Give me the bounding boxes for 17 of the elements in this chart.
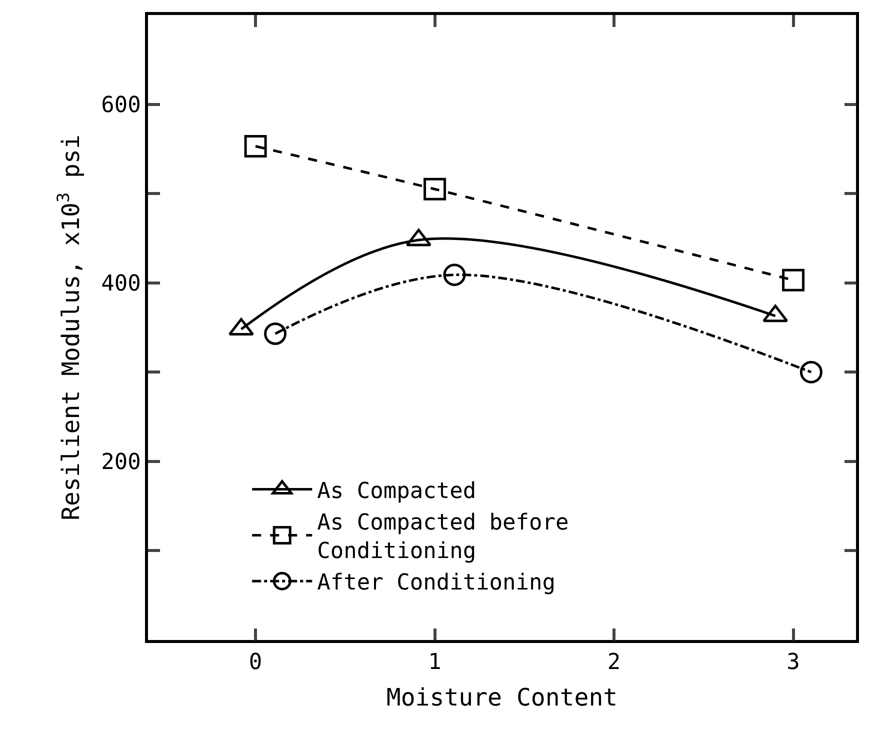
y-tick-label: 200 <box>101 450 141 476</box>
legend-label: As Compacted <box>317 478 476 504</box>
x-tick-label: 2 <box>607 650 621 676</box>
point <box>800 360 822 384</box>
x-tick-label: 3 <box>786 650 800 676</box>
point <box>424 178 446 200</box>
point <box>443 264 466 286</box>
x-tick-label: 1 <box>428 650 442 676</box>
x-axis-title: Moisture Content <box>386 683 618 712</box>
y-tick-label: 600 <box>101 92 141 118</box>
legend-label: As Compacted before Conditioning <box>317 510 569 564</box>
point <box>244 135 267 158</box>
legend-label: After Conditioning <box>317 570 556 596</box>
x-tick-label: 0 <box>248 650 262 676</box>
point <box>264 322 287 345</box>
y-tick-label: 400 <box>101 272 141 297</box>
point <box>782 268 805 292</box>
